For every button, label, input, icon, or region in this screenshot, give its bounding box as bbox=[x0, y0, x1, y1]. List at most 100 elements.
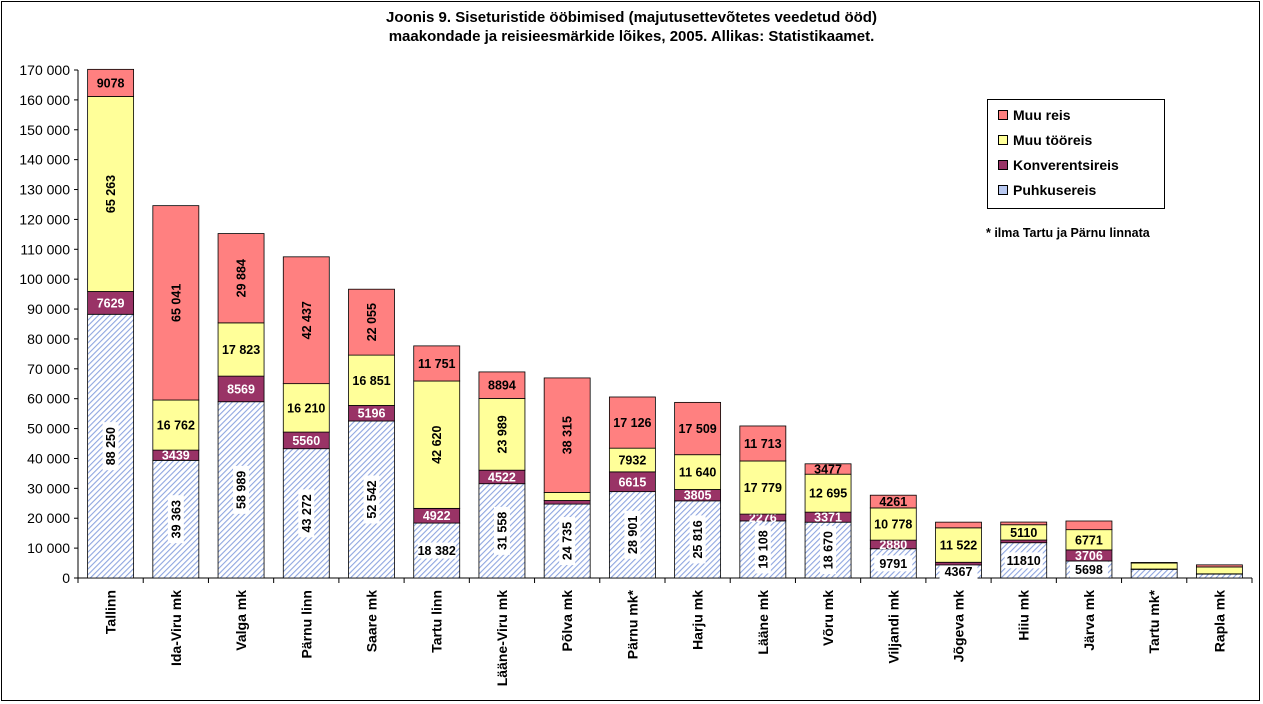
data-label: 7629 bbox=[97, 296, 125, 310]
bar-segment bbox=[935, 527, 982, 563]
data-label: 17 823 bbox=[222, 343, 260, 357]
x-category-label: Ida-Viru mk bbox=[168, 590, 184, 666]
bar-segment bbox=[543, 492, 591, 501]
chart-title: Joonis 9. Siseturistide ööbimised (majut… bbox=[386, 9, 877, 26]
legend-swatch bbox=[998, 160, 1008, 170]
legend-swatch bbox=[998, 135, 1008, 145]
x-category-label: Tallinn bbox=[103, 590, 119, 634]
data-label: 17 779 bbox=[744, 481, 782, 495]
data-label: 18 670 bbox=[822, 531, 836, 569]
data-label: 3805 bbox=[684, 489, 712, 503]
data-label: 31 558 bbox=[495, 512, 509, 550]
data-label: 5110 bbox=[1010, 526, 1037, 540]
legend-label: Muu tööreis bbox=[1013, 132, 1093, 148]
data-label: 17 126 bbox=[613, 416, 651, 430]
data-label: 39 363 bbox=[169, 500, 183, 538]
bar-segment bbox=[282, 383, 330, 433]
legend-label: Konverentsireis bbox=[1013, 157, 1119, 173]
bar-segment bbox=[1130, 562, 1178, 564]
data-label: 58 989 bbox=[235, 471, 249, 509]
bar-segment bbox=[543, 500, 591, 505]
x-category-label: Lääne mk bbox=[755, 590, 771, 655]
x-category-label: Põlva mk bbox=[559, 590, 575, 652]
data-label-bg bbox=[1069, 561, 1108, 578]
data-label: 16 762 bbox=[157, 419, 195, 433]
x-category-label: Võru mk bbox=[820, 590, 836, 646]
data-label-bg bbox=[559, 517, 576, 566]
x-category-label: Harju mk bbox=[690, 590, 706, 650]
data-label: 5698 bbox=[1075, 563, 1103, 577]
data-label: 4522 bbox=[488, 470, 516, 484]
bar-segment bbox=[413, 380, 461, 509]
bar-segment bbox=[1000, 521, 1048, 526]
data-label: 3477 bbox=[814, 463, 842, 477]
bar-segment bbox=[804, 473, 852, 513]
data-label: 3706 bbox=[1075, 549, 1103, 563]
data-label: 42 620 bbox=[430, 426, 444, 464]
y-tick-label: 170 000 bbox=[19, 62, 70, 78]
data-label: 11 751 bbox=[418, 357, 456, 371]
data-label-bg bbox=[493, 506, 510, 555]
data-label: 42 437 bbox=[300, 301, 314, 339]
bar-segment bbox=[543, 377, 591, 493]
bar-segment bbox=[869, 494, 917, 509]
data-label: 8569 bbox=[227, 382, 255, 396]
data-label: 17 509 bbox=[678, 422, 716, 436]
bar-segment bbox=[152, 399, 200, 451]
data-label: 28 901 bbox=[626, 516, 640, 554]
data-label-bg bbox=[689, 515, 706, 564]
data-label: 65 263 bbox=[104, 175, 118, 213]
x-category-label: Hiiu mk bbox=[1016, 590, 1032, 641]
data-label: 11 640 bbox=[679, 466, 717, 480]
legend-label: Puhkusereis bbox=[1013, 182, 1097, 198]
x-category-label: Pärnu linn bbox=[298, 590, 314, 658]
data-label: 5196 bbox=[358, 407, 386, 421]
bar-segment bbox=[348, 354, 395, 406]
data-label-bg bbox=[1004, 552, 1043, 569]
data-label: 29 884 bbox=[235, 259, 249, 297]
y-tick-label: 120 000 bbox=[19, 211, 70, 227]
legend-item-muu-reis: Muu reis bbox=[998, 106, 1071, 124]
bar-segment bbox=[935, 521, 982, 529]
bar-segment bbox=[674, 401, 722, 456]
legend: Muu reis Muu tööreis Konverentsireis Puh… bbox=[987, 99, 1165, 209]
x-category-label: Saare mk bbox=[364, 590, 380, 652]
x-category-label: Tartu mk* bbox=[1146, 589, 1162, 653]
bar-segment bbox=[348, 288, 395, 356]
bar-segment bbox=[608, 396, 656, 449]
data-label: 22 055 bbox=[365, 303, 379, 341]
data-label: 9791 bbox=[879, 557, 907, 571]
data-label-bg bbox=[874, 555, 913, 572]
data-label: 25 816 bbox=[691, 520, 705, 558]
data-label-bg bbox=[754, 525, 771, 574]
data-label: 12 695 bbox=[809, 487, 847, 501]
y-tick-label: 100 000 bbox=[19, 271, 70, 287]
x-category-label: Järva mk bbox=[1081, 590, 1097, 651]
data-label: 4261 bbox=[879, 495, 907, 509]
data-label: 3371 bbox=[814, 511, 842, 525]
data-label: 24 735 bbox=[561, 522, 575, 560]
y-tick-label: 150 000 bbox=[19, 122, 70, 138]
data-label-bg bbox=[102, 422, 119, 471]
data-label: 16 210 bbox=[287, 401, 325, 415]
bar-segment bbox=[217, 375, 265, 403]
data-label: 8894 bbox=[488, 379, 516, 393]
bar-segment bbox=[1130, 568, 1178, 579]
y-tick-label: 160 000 bbox=[19, 92, 70, 108]
x-category-label: Lääne-Viru mk bbox=[494, 590, 510, 686]
x-category-label: Pärnu mk* bbox=[624, 589, 640, 659]
bar-segment bbox=[739, 425, 787, 462]
y-tick-label: 30 000 bbox=[27, 480, 70, 496]
bar-segment bbox=[282, 256, 330, 385]
y-tick-label: 0 bbox=[62, 570, 70, 586]
data-label: 4922 bbox=[423, 509, 451, 523]
data-label: 11810 bbox=[1007, 554, 1041, 568]
x-category-label: Viljandi mk bbox=[885, 590, 901, 664]
y-tick-label: 140 000 bbox=[19, 152, 70, 168]
x-category-label: Tartu linn bbox=[429, 590, 445, 653]
data-label: 2276 bbox=[749, 511, 777, 525]
bar-segment bbox=[152, 205, 200, 401]
bar-segment bbox=[1195, 564, 1243, 568]
x-category-label: Rapla mk bbox=[1211, 590, 1227, 652]
